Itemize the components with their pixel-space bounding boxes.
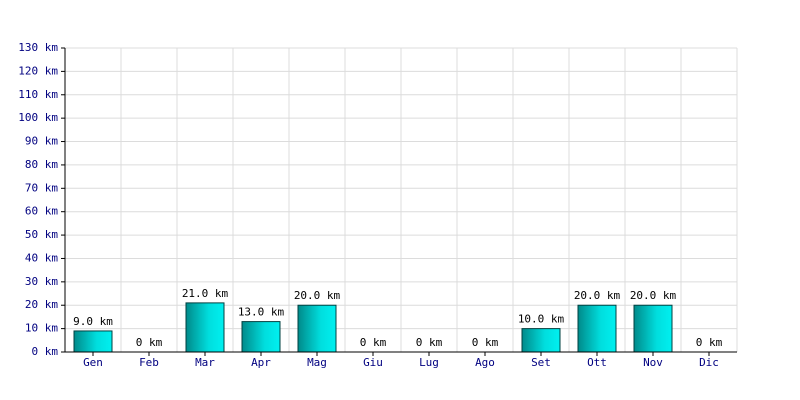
x-tick-label: Gen — [83, 356, 103, 369]
bar — [185, 302, 225, 353]
x-tick-label: Feb — [139, 356, 159, 369]
y-tick-label: 100 km — [18, 111, 58, 124]
value-label: 13.0 km — [238, 306, 285, 319]
x-tick-label: Ott — [587, 356, 607, 369]
x-tick-label: Set — [531, 356, 551, 369]
value-label: 21.0 km — [182, 287, 229, 300]
bar — [241, 321, 281, 353]
y-tick-label: 50 km — [25, 228, 58, 241]
value-label: 0 km — [696, 336, 723, 349]
y-tick-label: 80 km — [25, 158, 58, 171]
value-label: 0 km — [136, 336, 163, 349]
value-label: 20.0 km — [574, 289, 621, 302]
y-tick-label: 90 km — [25, 135, 58, 148]
x-tick-label: Dic — [699, 356, 719, 369]
value-label: 20.0 km — [294, 289, 341, 302]
x-tick-label: Lug — [419, 356, 439, 369]
y-tick-label: 30 km — [25, 275, 58, 288]
value-label: 0 km — [472, 336, 499, 349]
y-tick-label: 10 km — [25, 322, 58, 335]
y-tick-label: 40 km — [25, 251, 58, 264]
y-tick-label: 0 km — [32, 345, 59, 358]
value-label: 0 km — [416, 336, 443, 349]
value-label: 20.0 km — [630, 289, 677, 302]
x-tick-label: Giu — [363, 356, 383, 369]
y-tick-label: 120 km — [18, 64, 58, 77]
x-tick-label: Ago — [475, 356, 495, 369]
value-label: 9.0 km — [73, 315, 113, 328]
x-tick-label: Mag — [307, 356, 327, 369]
bar — [633, 304, 673, 353]
bar — [577, 304, 617, 353]
bar — [297, 304, 337, 353]
x-tick-label: Mar — [195, 356, 215, 369]
y-tick-label: 130 km — [18, 41, 58, 54]
x-tick-label: Nov — [643, 356, 663, 369]
value-label: 10.0 km — [518, 313, 565, 326]
bar — [521, 328, 561, 353]
y-tick-label: 60 km — [25, 205, 58, 218]
bar — [73, 330, 113, 353]
y-tick-label: 110 km — [18, 88, 58, 101]
x-tick-label: Apr — [251, 356, 271, 369]
value-label: 0 km — [360, 336, 387, 349]
y-tick-label: 70 km — [25, 181, 58, 194]
y-tick-label: 20 km — [25, 298, 58, 311]
